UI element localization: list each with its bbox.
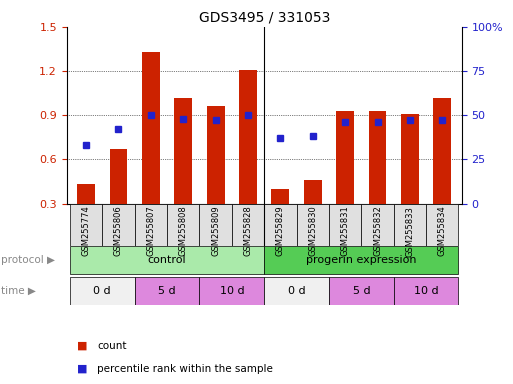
Bar — [336, 111, 354, 204]
Bar — [110, 149, 127, 204]
Bar — [77, 184, 95, 204]
Text: GSM255831: GSM255831 — [341, 206, 350, 257]
Bar — [174, 98, 192, 204]
Text: 10 d: 10 d — [414, 286, 439, 296]
Text: time ▶: time ▶ — [1, 286, 35, 296]
Bar — [329, 277, 393, 305]
Bar — [232, 204, 264, 246]
Bar — [426, 204, 459, 246]
Bar — [304, 180, 322, 204]
Bar — [264, 247, 459, 274]
Bar — [207, 106, 225, 204]
Bar — [361, 204, 393, 246]
Bar — [329, 204, 361, 246]
Bar — [135, 277, 200, 305]
Text: GSM255774: GSM255774 — [82, 206, 91, 257]
Text: control: control — [148, 255, 186, 265]
Text: protocol ▶: protocol ▶ — [1, 255, 54, 265]
Text: 10 d: 10 d — [220, 286, 244, 296]
Bar — [264, 277, 329, 305]
Bar — [102, 204, 135, 246]
Text: GSM255806: GSM255806 — [114, 206, 123, 257]
Bar — [239, 70, 257, 204]
Bar — [70, 247, 264, 274]
Bar — [393, 277, 459, 305]
Text: ■: ■ — [77, 341, 91, 351]
Bar — [433, 98, 451, 204]
Text: 5 d: 5 d — [352, 286, 370, 296]
Bar — [297, 204, 329, 246]
Text: GSM255833: GSM255833 — [405, 206, 415, 257]
Bar — [167, 204, 200, 246]
Text: GSM255834: GSM255834 — [438, 206, 447, 257]
Bar — [70, 204, 102, 246]
Text: percentile rank within the sample: percentile rank within the sample — [97, 364, 273, 374]
Bar — [135, 204, 167, 246]
Bar — [401, 114, 419, 204]
Text: ■: ■ — [77, 364, 91, 374]
Text: GSM255829: GSM255829 — [276, 206, 285, 256]
Text: GSM255808: GSM255808 — [179, 206, 188, 257]
Bar — [264, 204, 297, 246]
Bar — [271, 189, 289, 204]
Text: GSM255828: GSM255828 — [244, 206, 252, 257]
Text: progerin expression: progerin expression — [306, 255, 417, 265]
Bar — [142, 52, 160, 204]
Text: 0 d: 0 d — [288, 286, 305, 296]
Text: GSM255807: GSM255807 — [146, 206, 155, 257]
Text: 0 d: 0 d — [93, 286, 111, 296]
Text: 5 d: 5 d — [158, 286, 176, 296]
Text: count: count — [97, 341, 127, 351]
Text: GSM255809: GSM255809 — [211, 206, 220, 256]
Bar — [393, 204, 426, 246]
Title: GDS3495 / 331053: GDS3495 / 331053 — [199, 10, 330, 24]
Text: GSM255832: GSM255832 — [373, 206, 382, 257]
Bar — [70, 277, 135, 305]
Bar — [369, 111, 386, 204]
Text: GSM255830: GSM255830 — [308, 206, 317, 257]
Bar — [200, 277, 264, 305]
Bar — [200, 204, 232, 246]
